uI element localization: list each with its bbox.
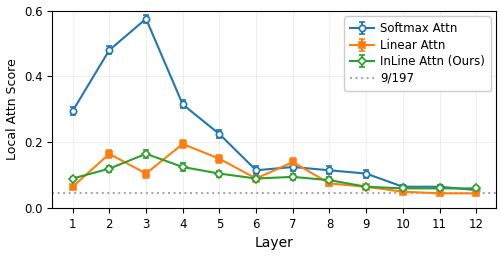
9/197 xyxy=(70,191,76,195)
Legend: Softmax Attn, Linear Attn, InLine Attn (Ours), 9/197: Softmax Attn, Linear Attn, InLine Attn (… xyxy=(344,16,489,91)
Y-axis label: Local Attn Score: Local Attn Score xyxy=(6,58,19,160)
X-axis label: Layer: Layer xyxy=(255,237,293,250)
9/197 xyxy=(33,191,39,195)
